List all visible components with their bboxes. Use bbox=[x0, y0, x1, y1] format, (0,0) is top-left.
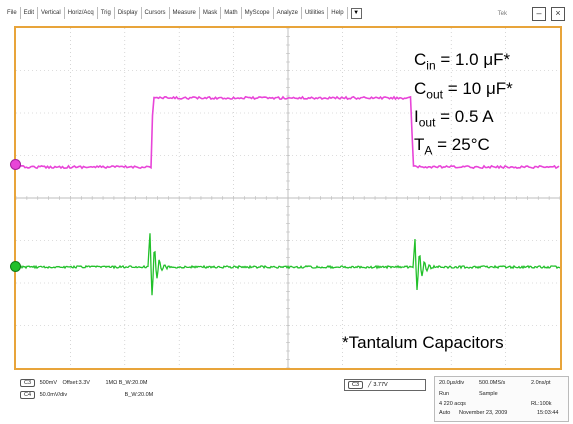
menu-item[interactable]: Vertical bbox=[38, 7, 65, 19]
ch2-waveform bbox=[16, 233, 560, 296]
menu-item[interactable]: Measure bbox=[170, 7, 200, 19]
menu-item[interactable]: Math bbox=[221, 7, 242, 19]
minimize-button[interactable]: – bbox=[532, 7, 546, 21]
date-mode: Auto bbox=[439, 410, 451, 416]
ch1-waveform bbox=[16, 95, 560, 170]
menu-more-arrow[interactable]: ▼ bbox=[350, 7, 362, 19]
ch1-status-label: C3 bbox=[20, 379, 36, 387]
trigger-level: 3.77V bbox=[373, 382, 388, 388]
ch1-scale: 500mV bbox=[39, 380, 57, 386]
ch1-ground-marker[interactable] bbox=[10, 159, 21, 170]
tab-label: Tek bbox=[497, 11, 507, 17]
record-length: RL:100k bbox=[531, 401, 552, 407]
menu-item[interactable]: Horiz/Acq bbox=[65, 7, 98, 19]
ch2-status-label: C4 bbox=[20, 391, 36, 399]
trigger-source: C3 bbox=[348, 381, 364, 389]
cout-annotation: Cout = 10 μF* bbox=[414, 79, 513, 102]
ch2-status[interactable]: C4 50.0mV/div B_W:20.0M bbox=[20, 391, 153, 399]
trigger-slope-icon: ╱ bbox=[368, 382, 372, 388]
menu-items: File Edit Vertical Horiz/Acq Trig Display Curs… bbox=[4, 7, 348, 19]
time: 15:03:44 bbox=[537, 410, 559, 416]
sample-rate: 500.0MS/s bbox=[479, 380, 506, 386]
ch1-status[interactable]: C3 500mV Offset:3.3V 1MΩ B_W:20.0M bbox=[20, 379, 147, 387]
ch2-ground-marker[interactable] bbox=[10, 261, 21, 272]
cin-annotation: Cin = 1.0 μF* bbox=[414, 50, 511, 73]
acquisition-count: 4 220 acqs bbox=[439, 401, 466, 407]
ta-annotation: TA = 25°C bbox=[414, 135, 490, 158]
acquire-mode: Sample bbox=[479, 391, 498, 397]
run-mode: Run bbox=[439, 391, 450, 397]
menu-item[interactable]: Display bbox=[115, 7, 142, 19]
menu-bar: File Edit Vertical Horiz/Acq Trig Display Curs… bbox=[0, 0, 573, 26]
acquisition-panel[interactable]: 20.0μs/div 500.0MS/s 2.0ns/pt Run Sample… bbox=[434, 376, 569, 422]
menu-item[interactable]: Analyze bbox=[274, 7, 302, 19]
menu-item[interactable]: Help bbox=[328, 7, 348, 19]
window-controls: Tek – × bbox=[498, 7, 565, 21]
menu-item[interactable]: MyScope bbox=[242, 7, 274, 19]
scope-display[interactable]: Cin = 1.0 μF* Cout = 10 μF* Iout = 0.5 A… bbox=[14, 26, 562, 370]
menu-item[interactable]: Trig bbox=[98, 7, 115, 19]
ch2-scale: 50.0mV/div bbox=[39, 392, 68, 398]
timebase: 20.0μs/div bbox=[439, 380, 465, 386]
trigger-status[interactable]: C3 ╱ 3.77V bbox=[344, 379, 426, 391]
waveform-svg bbox=[16, 28, 560, 368]
menu-item[interactable]: File bbox=[4, 7, 21, 19]
ch1-offset: Offset:3.3V bbox=[62, 380, 90, 386]
date: November 23, 2009 bbox=[459, 410, 508, 416]
points-rate: 2.0ns/pt bbox=[531, 380, 551, 386]
menu-item[interactable]: Cursors bbox=[142, 7, 170, 19]
ch1-bandwidth: 1MΩ B_W:20.0M bbox=[105, 380, 148, 386]
ch2-bandwidth: B_W:20.0M bbox=[124, 392, 154, 398]
menu-item[interactable]: Utilities bbox=[302, 7, 329, 19]
menu-item[interactable]: Mask bbox=[200, 7, 222, 19]
iout-annotation: Iout = 0.5 A bbox=[414, 107, 494, 130]
menu-item[interactable]: Edit bbox=[21, 7, 39, 19]
close-button[interactable]: × bbox=[551, 7, 565, 21]
footnote-annotation: *Tantalum Capacitors bbox=[342, 333, 504, 352]
